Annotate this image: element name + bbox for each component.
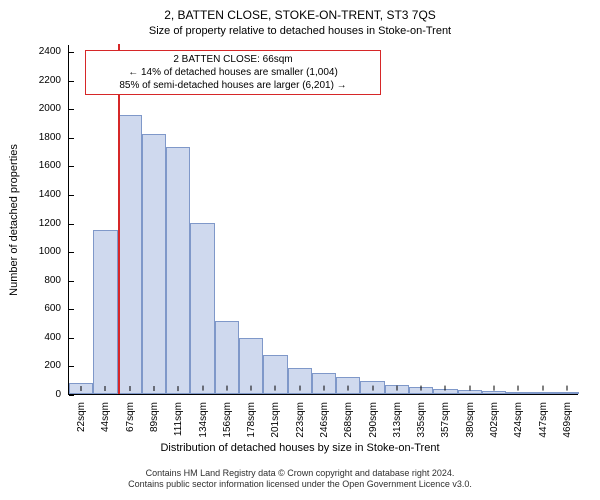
x-tick: 67sqm [124, 394, 136, 432]
x-tick: 156sqm [221, 394, 233, 438]
y-tick: 1600 [39, 161, 69, 171]
x-tick: 313sqm [391, 394, 403, 438]
histogram-bar [215, 321, 239, 394]
footer-line: Contains HM Land Registry data © Crown c… [0, 468, 600, 479]
y-tick: 0 [55, 390, 69, 400]
x-tick: 268sqm [342, 394, 354, 438]
x-tick: 424sqm [512, 394, 524, 438]
annotation-line: 2 BATTEN CLOSE: 66sqm [90, 53, 376, 66]
chart-title-line1: 2, BATTEN CLOSE, STOKE-ON-TRENT, ST3 7QS [0, 8, 600, 22]
histogram-bars [69, 45, 578, 394]
histogram-bar [93, 230, 117, 394]
y-tick: 2000 [39, 104, 69, 114]
y-tick: 1800 [39, 133, 69, 143]
x-tick: 134sqm [197, 394, 209, 438]
annotation-line: 85% of semi-detached houses are larger (… [90, 79, 376, 92]
histogram-bar [142, 134, 166, 394]
x-tick: 290sqm [367, 394, 379, 438]
y-tick: 2400 [39, 47, 69, 57]
y-tick: 200 [44, 361, 69, 371]
y-tick: 400 [44, 333, 69, 343]
chart-container: 2, BATTEN CLOSE, STOKE-ON-TRENT, ST3 7QS… [0, 0, 600, 500]
chart-title-line2: Size of property relative to detached ho… [0, 25, 600, 37]
x-tick: 380sqm [464, 394, 476, 438]
x-tick: 111sqm [172, 394, 184, 436]
x-tick: 178sqm [245, 394, 257, 438]
annotation-box: 2 BATTEN CLOSE: 66sqm← 14% of detached h… [85, 50, 381, 95]
x-tick: 469sqm [561, 394, 573, 438]
footer-line: Contains public sector information licen… [0, 479, 600, 490]
footer-attribution: Contains HM Land Registry data © Crown c… [0, 468, 600, 491]
plot-area: 2 BATTEN CLOSE: 66sqm← 14% of detached h… [68, 45, 578, 395]
x-tick: 402sqm [488, 394, 500, 438]
y-tick: 800 [44, 276, 69, 286]
y-tick: 2200 [39, 76, 69, 86]
x-tick: 447sqm [537, 394, 549, 438]
x-tick: 89sqm [148, 394, 160, 432]
y-axis-label: Number of detached properties [8, 144, 20, 296]
y-tick: 1000 [39, 247, 69, 257]
x-tick: 246sqm [318, 394, 330, 438]
x-tick: 44sqm [99, 394, 111, 432]
annotation-line: ← 14% of detached houses are smaller (1,… [90, 66, 376, 79]
y-tick: 600 [44, 304, 69, 314]
property-marker-line [118, 44, 120, 394]
x-axis-label: Distribution of detached houses by size … [0, 442, 600, 454]
y-tick: 1200 [39, 219, 69, 229]
x-tick: 201sqm [269, 394, 281, 438]
x-tick: 335sqm [415, 394, 427, 438]
histogram-bar [118, 115, 142, 394]
x-tick: 223sqm [294, 394, 306, 438]
histogram-bar [166, 147, 190, 394]
x-tick: 22sqm [75, 394, 87, 432]
histogram-bar [190, 223, 214, 394]
x-tick: 357sqm [439, 394, 451, 438]
y-tick: 1400 [39, 190, 69, 200]
